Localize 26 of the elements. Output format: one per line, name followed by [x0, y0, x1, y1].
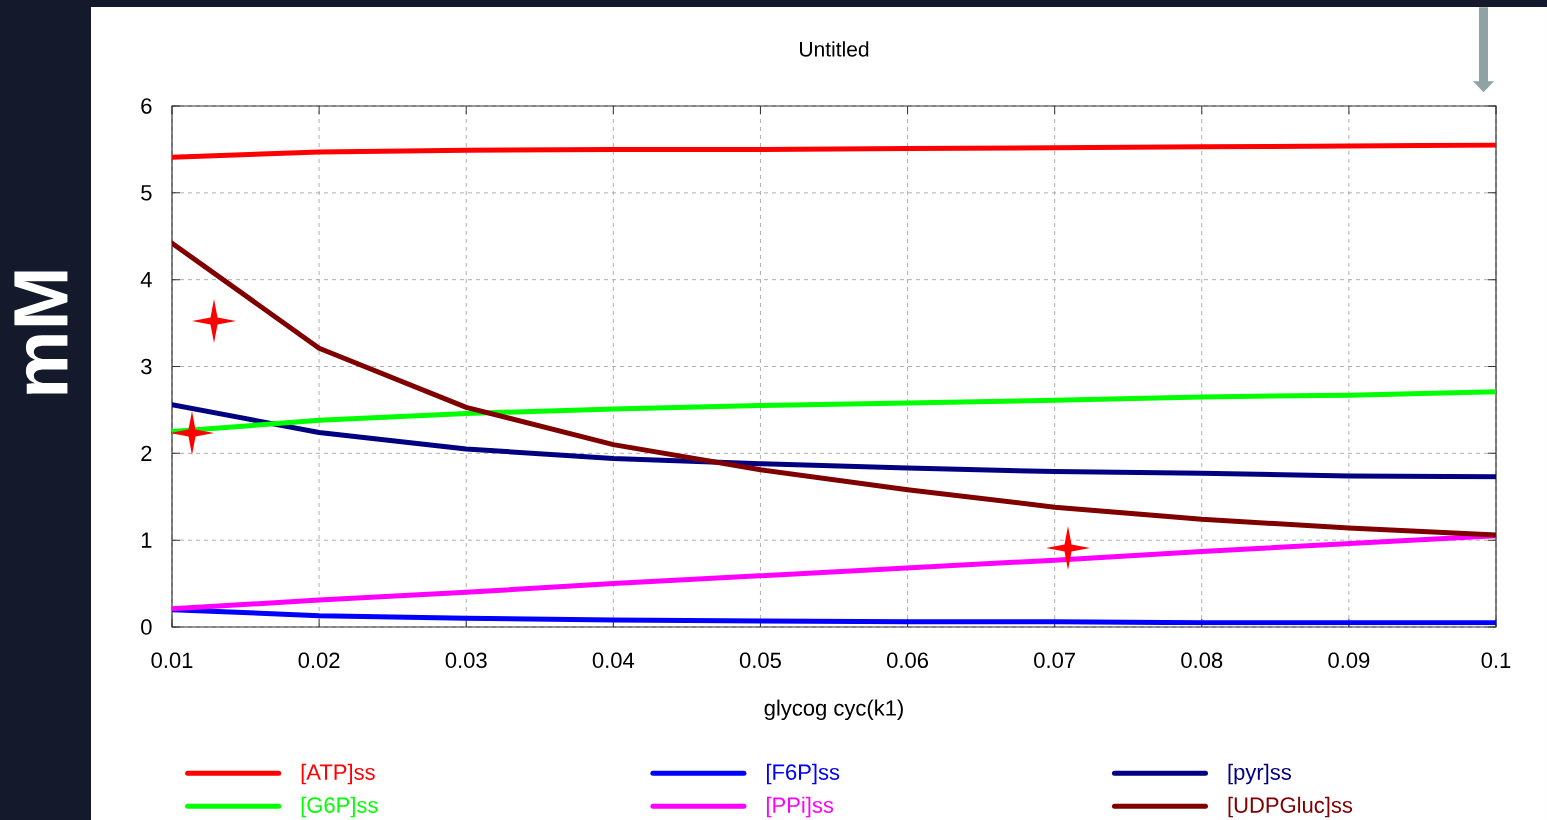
- y-tick-label: 3: [141, 358, 152, 375]
- y-tick-label: 1: [141, 532, 152, 548]
- legend-label: [UDPGluc]ss: [1228, 796, 1353, 818]
- x-tick-label: 0.02: [298, 652, 340, 669]
- x-tick-label: 0.08: [1181, 652, 1223, 669]
- y-tick-label: 2: [141, 445, 152, 462]
- chart-title: Untitled: [800, 41, 869, 57]
- legend-label: [PPi]ss: [766, 796, 834, 818]
- y-tick-label: 6: [141, 98, 152, 114]
- y-tick-label: 5: [141, 185, 152, 201]
- x-tick-label: 0.01: [151, 652, 193, 669]
- x-tick-label: 0.09: [1328, 652, 1370, 669]
- legend-label: [ATP]ss: [301, 763, 375, 785]
- legend-label: [pyr]ss: [1228, 763, 1291, 785]
- y-tick-label: 4: [140, 272, 152, 288]
- x-axis-title: glycog cyc(k1): [764, 699, 903, 721]
- x-tick-label: 0.06: [887, 652, 929, 669]
- x-tick-label: 0.03: [445, 652, 487, 669]
- x-tick-label: 0.1: [1481, 652, 1511, 669]
- y-tick-label: 0: [141, 619, 152, 635]
- legend-label: [F6P]ss: [766, 763, 840, 785]
- legend-label: [G6P]ss: [301, 796, 378, 818]
- y-axis-title: mM: [14, 271, 68, 394]
- x-tick-label: 0.05: [739, 652, 781, 669]
- x-tick-label: 0.07: [1034, 652, 1075, 669]
- x-tick-label: 0.04: [592, 652, 635, 669]
